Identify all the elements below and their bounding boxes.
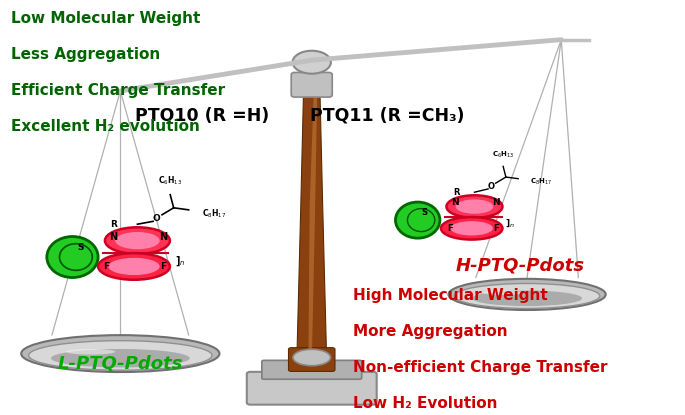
Ellipse shape	[47, 237, 98, 278]
Ellipse shape	[395, 202, 440, 238]
Ellipse shape	[454, 283, 600, 308]
Ellipse shape	[21, 335, 219, 372]
Text: High Molecular Weight: High Molecular Weight	[353, 288, 547, 303]
Ellipse shape	[472, 290, 582, 306]
Ellipse shape	[66, 349, 115, 354]
Ellipse shape	[449, 279, 606, 310]
Text: Low Molecular Weight: Low Molecular Weight	[11, 11, 200, 26]
Text: N: N	[110, 232, 118, 242]
Polygon shape	[297, 91, 327, 366]
FancyBboxPatch shape	[288, 348, 335, 371]
Ellipse shape	[98, 253, 170, 280]
Text: F: F	[447, 224, 453, 233]
Ellipse shape	[441, 217, 503, 239]
Text: ]$_n$: ]$_n$	[505, 217, 515, 229]
Ellipse shape	[293, 349, 331, 366]
Ellipse shape	[456, 199, 493, 214]
Text: C$_6$H$_{13}$: C$_6$H$_{13}$	[158, 175, 182, 187]
Text: S: S	[421, 208, 427, 217]
Ellipse shape	[115, 232, 160, 249]
Text: F: F	[103, 262, 110, 271]
Text: F: F	[160, 262, 166, 271]
Ellipse shape	[51, 349, 190, 367]
Text: O: O	[487, 182, 495, 190]
Text: C$_8$H$_{17}$: C$_8$H$_{17}$	[202, 208, 227, 220]
Text: R: R	[453, 188, 460, 197]
Text: Efficient Charge Transfer: Efficient Charge Transfer	[11, 83, 225, 98]
Ellipse shape	[484, 290, 523, 295]
Ellipse shape	[447, 195, 503, 218]
FancyBboxPatch shape	[262, 360, 362, 379]
Text: N: N	[493, 198, 500, 207]
Polygon shape	[308, 91, 317, 366]
Text: R: R	[110, 220, 117, 229]
Text: Non-efficient Charge Transfer: Non-efficient Charge Transfer	[353, 360, 608, 375]
Text: N: N	[451, 198, 459, 207]
FancyBboxPatch shape	[247, 372, 377, 405]
Circle shape	[292, 51, 331, 74]
Ellipse shape	[108, 258, 160, 275]
Text: F: F	[493, 224, 499, 233]
Ellipse shape	[451, 221, 493, 235]
Ellipse shape	[29, 341, 212, 370]
Text: Less Aggregation: Less Aggregation	[11, 47, 160, 62]
Text: Excellent H₂ evolution: Excellent H₂ evolution	[11, 119, 200, 134]
Text: PTQ11 (R =CH₃): PTQ11 (R =CH₃)	[310, 107, 464, 124]
Text: ]$_n$: ]$_n$	[175, 254, 185, 268]
Text: S: S	[77, 244, 84, 252]
Text: L-PTQ-Pdots: L-PTQ-Pdots	[58, 355, 183, 373]
Text: C$_8$H$_{17}$: C$_8$H$_{17}$	[530, 177, 552, 187]
Text: O: O	[153, 214, 160, 222]
Text: PTQ10 (R =H): PTQ10 (R =H)	[135, 107, 269, 124]
Text: Low H₂ Evolution: Low H₂ Evolution	[353, 396, 497, 411]
Text: N: N	[160, 232, 167, 242]
Text: More Aggregation: More Aggregation	[353, 324, 508, 339]
Text: C$_6$H$_{13}$: C$_6$H$_{13}$	[492, 150, 514, 160]
FancyBboxPatch shape	[291, 73, 332, 97]
Text: H-PTQ-Pdots: H-PTQ-Pdots	[456, 256, 585, 274]
Ellipse shape	[105, 227, 170, 254]
